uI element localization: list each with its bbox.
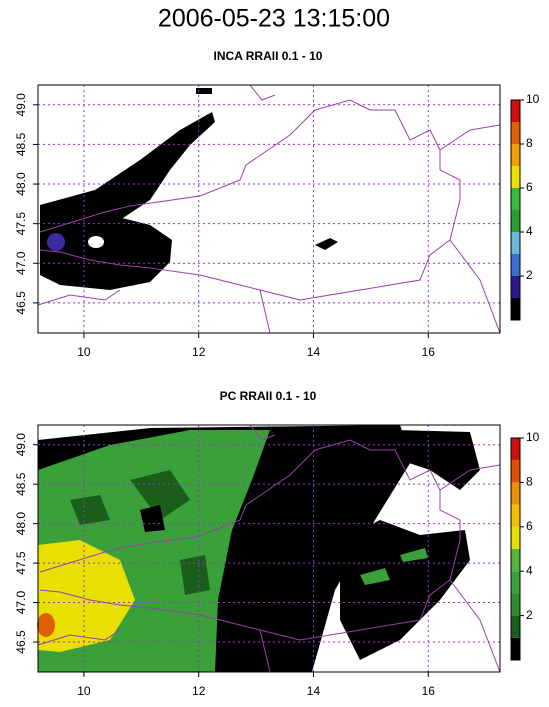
colorbar-band <box>511 615 520 638</box>
plot-frame <box>37 84 501 334</box>
x-tick-label: 10 <box>77 345 91 359</box>
y-tick-label: 49.0 <box>14 433 28 457</box>
panel-title: PC RRAII 0.1 - 10 <box>220 389 317 403</box>
colorbar-tick-label: 2 <box>526 608 533 622</box>
y-tick-label: 48.0 <box>14 172 28 196</box>
colorbar-frame <box>510 99 521 321</box>
colorbar-band <box>511 298 520 320</box>
rain-field <box>37 424 501 673</box>
colorbar-frame <box>510 437 521 661</box>
panel-title: INCA RRAII 0.1 - 10 <box>214 49 323 63</box>
page-title: 2006-05-23 13:15:00 <box>158 5 390 33</box>
x-tick-label: 12 <box>192 684 206 698</box>
colorbar-tick-label: 2 <box>526 268 533 282</box>
colorbar-band <box>511 254 520 276</box>
colorbar-band <box>511 637 520 660</box>
rain-field <box>37 84 501 334</box>
colorbar-band <box>511 482 520 505</box>
colorbar-tick-label: 4 <box>526 224 533 238</box>
colorbar-tick-label: 6 <box>526 519 533 533</box>
colorbar-band <box>511 571 520 594</box>
colorbar-band <box>511 100 520 122</box>
plot-frame <box>37 424 501 673</box>
y-tick-label: 47.5 <box>14 212 28 236</box>
colorbar-band <box>511 526 520 549</box>
y-tick-label: 47.5 <box>14 551 28 575</box>
colorbar-band <box>511 188 520 210</box>
y-tick-label: 46.5 <box>14 291 28 315</box>
colorbar-band <box>511 232 520 254</box>
colorbar-band <box>511 438 520 461</box>
colorbar-band <box>511 549 520 572</box>
x-tick-label: 12 <box>192 345 206 359</box>
colorbar-band <box>511 460 520 483</box>
y-tick-label: 47.0 <box>14 591 28 615</box>
colorbar-tick-label: 10 <box>526 92 540 106</box>
y-tick-label: 48.0 <box>14 512 28 536</box>
x-tick-label: 14 <box>307 684 321 698</box>
colorbar-tick-label: 10 <box>526 430 540 444</box>
colorbar-band <box>511 593 520 616</box>
y-tick-label: 47.0 <box>14 251 28 275</box>
x-tick-label: 16 <box>422 684 436 698</box>
colorbar-band <box>511 210 520 232</box>
x-tick-label: 10 <box>77 684 91 698</box>
colorbar-tick-label: 8 <box>526 136 533 150</box>
y-tick-label: 46.5 <box>14 630 28 654</box>
y-tick-label: 48.5 <box>14 472 28 496</box>
x-tick-label: 14 <box>307 345 321 359</box>
colorbar-band <box>511 144 520 166</box>
colorbar-tick-label: 4 <box>526 563 533 577</box>
colorbar-band <box>511 504 520 527</box>
colorbar-band <box>511 166 520 188</box>
y-tick-label: 49.0 <box>14 93 28 117</box>
colorbar-band <box>511 276 520 298</box>
x-tick-label: 16 <box>422 345 436 359</box>
colorbar-tick-label: 8 <box>526 475 533 489</box>
colorbar-band <box>511 122 520 144</box>
y-tick-label: 48.5 <box>14 132 28 156</box>
colorbar-tick-label: 6 <box>526 180 533 194</box>
